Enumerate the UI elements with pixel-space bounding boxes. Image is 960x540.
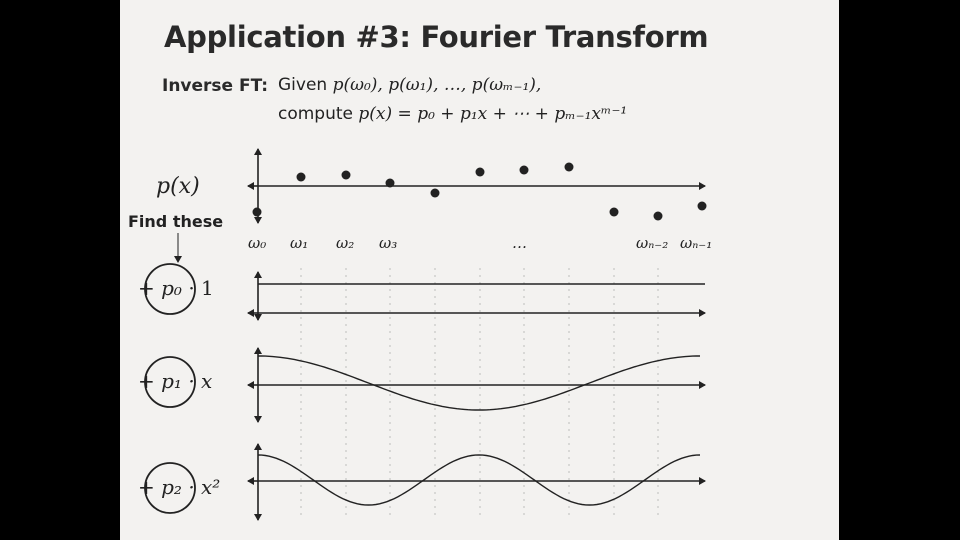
sample-point [564, 162, 574, 172]
coef-circle-p2 [144, 462, 196, 514]
term-sign: + [138, 475, 155, 499]
grid-lines [300, 268, 659, 520]
sample-point [519, 165, 529, 175]
sample-label: … [512, 234, 527, 252]
term-p2: + p₂ · x² [138, 475, 220, 499]
given-word: Given [278, 75, 328, 95]
term-p1: + p₁ · x [138, 369, 212, 393]
sample-point [697, 201, 707, 211]
term-sign: + [138, 276, 155, 300]
cosine-curve [258, 355, 700, 411]
term-basis: · x [188, 369, 213, 393]
sample-label: ω₂ [336, 234, 354, 252]
term-coef: p₁ [161, 369, 182, 393]
sample-point [475, 167, 485, 177]
compute-word: compute [278, 104, 353, 124]
term-coef: p₀ [161, 276, 182, 300]
sample-labels: ω₀ ω₁ ω₂ ω₃ … ωₙ₋₂ ωₙ₋₁ [248, 234, 712, 252]
compute-line: compute p(x) = p₀ + p₁x + ⋯ + pₘ₋₁xᵐ⁻¹ [278, 104, 627, 124]
basis-plot-constant [247, 271, 706, 321]
sample-point [430, 188, 440, 198]
sample-label: ω₀ [248, 234, 266, 252]
given-line: Given p(ω₀), p(ω₁), …, p(ωₘ₋₁), [278, 75, 541, 95]
coef-circle-p0 [144, 263, 196, 315]
coef-circle-p1 [144, 356, 196, 408]
slide: Application #3: Fourier Transform Invers… [120, 0, 839, 540]
find-these-label: Find these [128, 212, 224, 231]
sample-label: ωₙ₋₁ [680, 234, 712, 252]
term-basis: · 1 [188, 276, 214, 300]
sample-point [653, 211, 663, 221]
basis-plot-cos2 [247, 443, 706, 521]
diagram: ω₀ ω₁ ω₂ ω₃ … ωₙ₋₂ ωₙ₋₁ [144, 148, 712, 521]
term-basis: · x² [188, 475, 221, 499]
inverse-ft-label: Inverse FT: [162, 76, 269, 96]
sample-point [609, 207, 619, 217]
given-expression: p(ω₀), p(ω₁), …, p(ωₘ₋₁), [332, 75, 542, 95]
term-sign: + [138, 369, 155, 393]
sample-point [252, 207, 262, 217]
term-p0: + p₀ · 1 [138, 276, 214, 300]
sample-point [296, 172, 306, 182]
basis-plot-cos [247, 347, 706, 423]
sample-points [252, 162, 707, 221]
sample-label: ω₃ [379, 234, 397, 252]
sample-label: ω₁ [290, 234, 308, 252]
sample-point [385, 178, 395, 188]
px-axes [247, 148, 706, 224]
compute-expression: p(x) = p₀ + p₁x + ⋯ + pₘ₋₁xᵐ⁻¹ [358, 104, 628, 124]
px-label: p(x) [156, 174, 200, 199]
term-coef: p₂ [161, 475, 182, 499]
slide-title: Application #3: Fourier Transform [164, 20, 709, 54]
cosine-2x-curve [257, 454, 701, 506]
sample-point [341, 170, 351, 180]
sample-label: ωₙ₋₂ [636, 234, 668, 252]
